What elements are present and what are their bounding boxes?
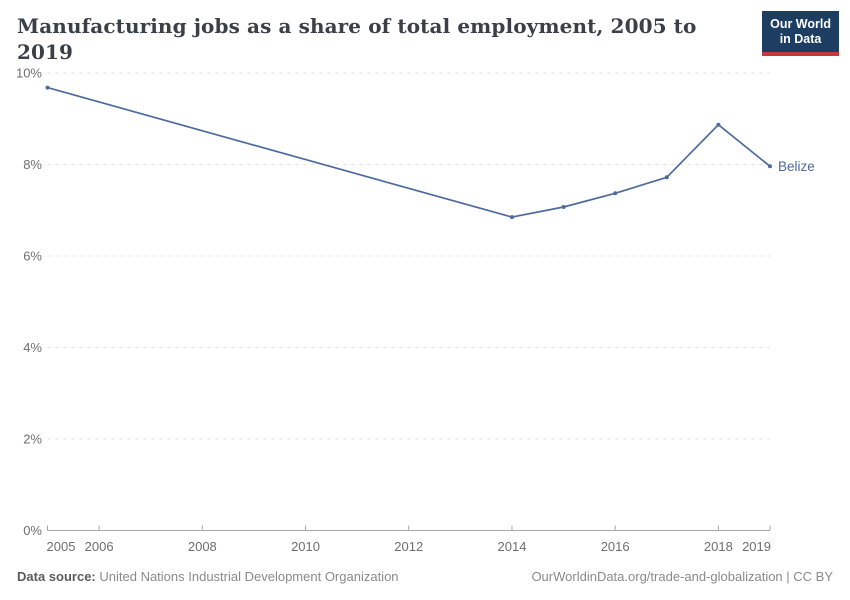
y-axis-tick-label: 4% <box>23 340 42 355</box>
data-point <box>664 175 669 180</box>
y-axis-tick-label: 2% <box>23 432 42 447</box>
data-point <box>45 85 50 90</box>
x-axis-tick-label: 2016 <box>601 539 630 554</box>
data-point <box>716 122 721 127</box>
data-source-label: Data source: <box>17 569 96 584</box>
x-axis-tick-label: 2018 <box>704 539 733 554</box>
chart-title: Manufacturing jobs as a share of total e… <box>17 14 697 64</box>
x-axis-tick-label: 2006 <box>85 539 114 554</box>
x-axis-tick-label: 2008 <box>188 539 217 554</box>
owid-logo-line2: in Data <box>779 31 822 46</box>
data-point <box>561 205 566 209</box>
owid-logo: Our World in Data <box>762 11 839 56</box>
series-line <box>46 86 771 218</box>
data-point <box>768 164 772 169</box>
y-axis-tick-label: 10% <box>16 66 42 81</box>
owid-url-link[interactable]: OurWorldinData.org/trade-and-globalizati… <box>531 569 833 584</box>
x-axis-tick-label: 2012 <box>394 539 423 554</box>
chart-footer: Data source: United Nations Industrial D… <box>17 569 833 584</box>
y-axis-tick-label: 8% <box>23 157 42 172</box>
data-source: Data source: United Nations Industrial D… <box>17 569 399 584</box>
x-axis-tick-label: 2005 <box>47 539 76 554</box>
y-axis-tick-label: 6% <box>23 249 42 264</box>
data-point <box>510 215 514 220</box>
y-axis-tick-label: 0% <box>23 523 42 538</box>
data-source-text: United Nations Industrial Development Or… <box>99 569 399 584</box>
x-axis-tick-label: 2014 <box>498 539 527 554</box>
x-axis-tick-label: 2010 <box>291 539 320 554</box>
x-axis-tick-label: 2019 <box>742 539 771 554</box>
data-point <box>613 191 618 196</box>
owid-logo-line1: Our World <box>770 17 831 31</box>
series-label[interactable]: Belize <box>778 159 815 174</box>
